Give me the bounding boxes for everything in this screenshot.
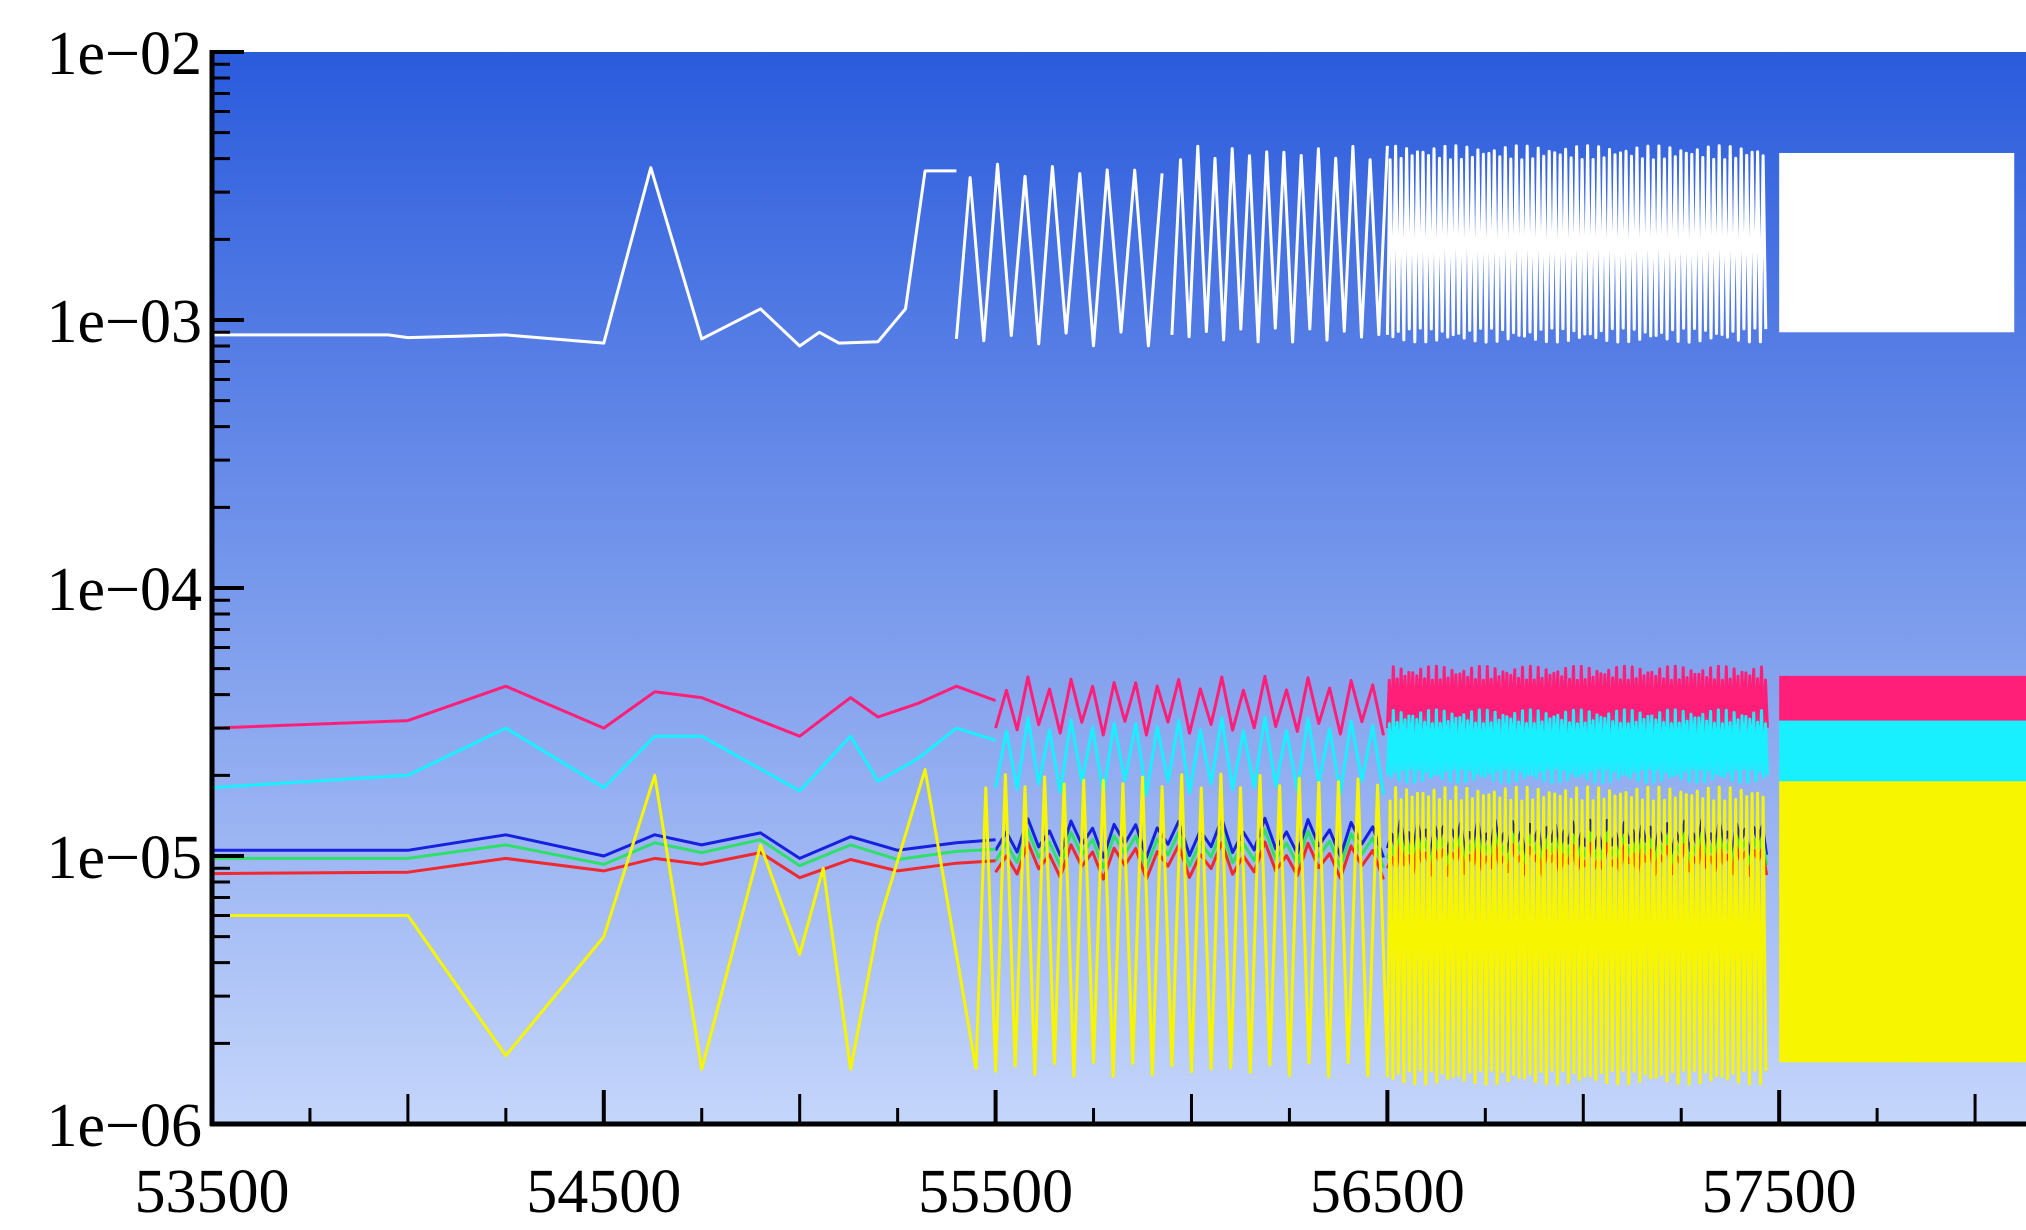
series-6-line-0	[212, 768, 978, 1071]
series-0-oscillation-2	[1385, 144, 1768, 344]
y-tick-label: 1e−02	[47, 20, 202, 88]
series-3-line-0	[212, 831, 996, 860]
series-6-oscillation-1	[1385, 785, 1768, 1086]
series-6-band-0	[1779, 781, 2026, 1063]
series-1-oscillation-0	[994, 674, 1385, 737]
series-2	[212, 708, 2026, 797]
series-0-oscillation-1	[1170, 144, 1389, 344]
x-tick-label: 56500	[1310, 1158, 1465, 1226]
series-0	[212, 144, 2015, 348]
x-tick-label: 57500	[1702, 1158, 1857, 1226]
x-tick-label: 53500	[135, 1158, 290, 1226]
series-1-line-0	[212, 684, 997, 738]
series-1-oscillation-1	[1385, 664, 1769, 737]
series-0-oscillation-0	[954, 162, 1164, 348]
series-0-band-0	[1779, 152, 2015, 333]
series-6-oscillation-0	[974, 772, 1389, 1078]
series-0-line-0	[212, 166, 957, 348]
y-tick-label: 1e−03	[47, 288, 202, 356]
x-tick-label: 54500	[526, 1158, 681, 1226]
series-1	[212, 664, 2026, 738]
series-4-line-0	[212, 838, 996, 868]
x-tick-label: 55500	[918, 1158, 1073, 1226]
y-tick-label: 1e−04	[47, 556, 202, 624]
series-6	[212, 768, 2026, 1086]
series-2-line-0	[212, 726, 997, 793]
series-5-line-0	[212, 851, 996, 880]
series-1-band-0	[1779, 675, 2026, 721]
series-2-oscillation-1	[1385, 708, 1769, 784]
series-2-band-0	[1779, 720, 2026, 788]
y-tick-label: 1e−06	[47, 1092, 202, 1160]
series-layer	[212, 144, 2026, 1086]
y-tick-label: 1e−05	[47, 824, 202, 892]
